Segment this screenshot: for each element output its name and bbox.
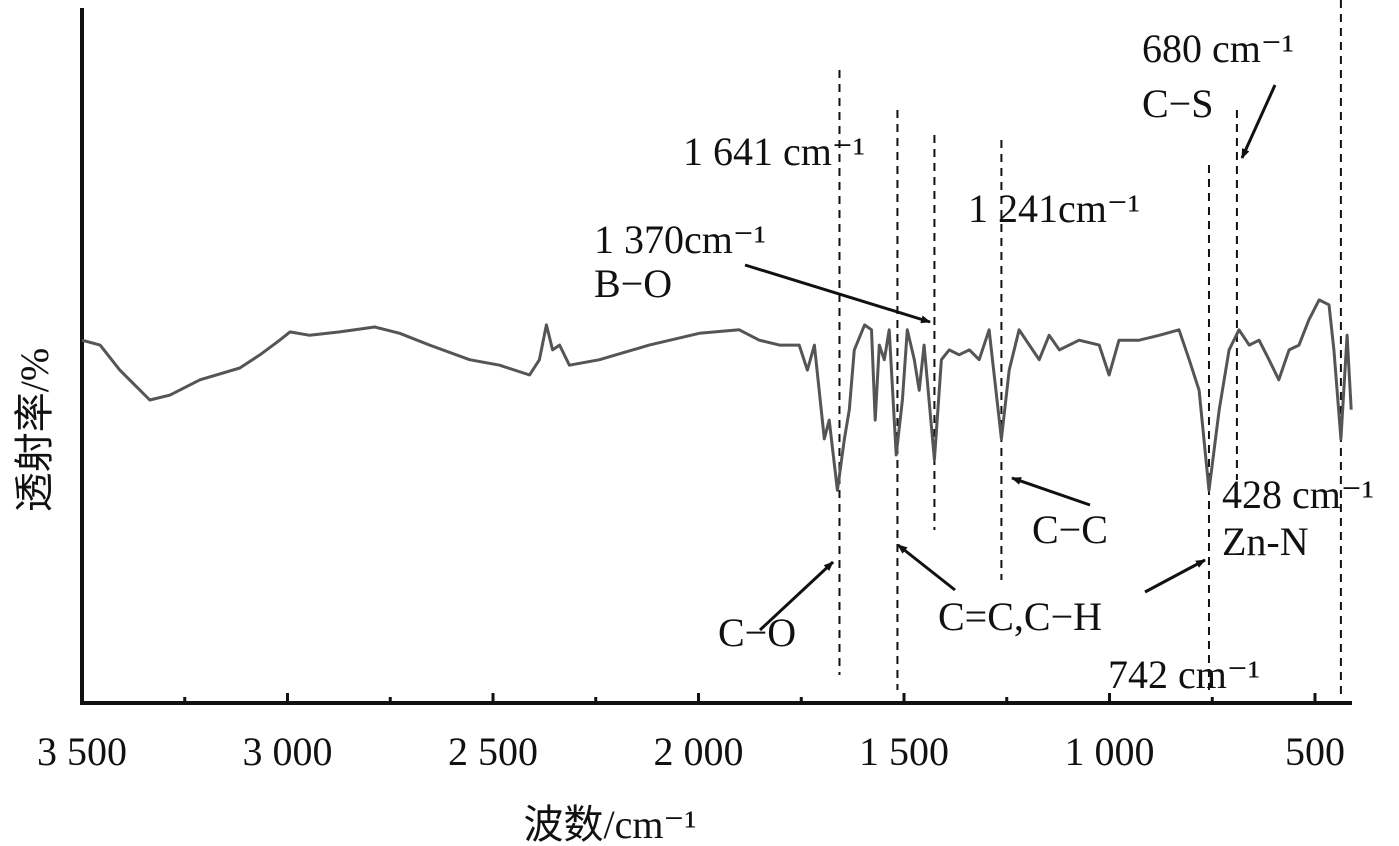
annotation: C−O <box>718 610 796 655</box>
annotation: 680 cm⁻¹ <box>1142 26 1294 71</box>
annotation: B−O <box>594 261 672 306</box>
arrows <box>744 84 1277 632</box>
arrow <box>744 263 931 324</box>
arrow <box>1144 558 1206 594</box>
arrow <box>758 560 835 632</box>
x-tick-label: 1 000 <box>1065 729 1155 774</box>
spectrum-line <box>81 298 1353 492</box>
x-tick-label: 2 500 <box>448 729 538 774</box>
y-axis-label: 透射率/% <box>12 348 57 512</box>
x-tick-label: 3 500 <box>37 729 127 774</box>
x-tick-label: 2 000 <box>654 729 744 774</box>
arrow <box>1240 84 1277 159</box>
annotation: 1 641 cm⁻¹ <box>683 129 865 174</box>
annotation: C−C <box>1032 507 1108 552</box>
annotation: 742 cm⁻¹ <box>1108 652 1260 697</box>
x-tick-label: 1 500 <box>859 729 949 774</box>
arrow <box>897 543 956 592</box>
annotation: Zn-N <box>1222 519 1309 564</box>
x-tick-label: 3 000 <box>243 729 333 774</box>
annotation: C=C,C−H <box>938 594 1102 639</box>
x-axis-label: 波数/cm⁻¹ <box>523 802 696 846</box>
annotation: 1 370cm⁻¹ <box>594 217 766 262</box>
annotation: 1 241cm⁻¹ <box>968 186 1140 231</box>
x-tick-label: 500 <box>1285 729 1345 774</box>
annotation: C−S <box>1142 81 1213 126</box>
annotation: 428 cm⁻¹ <box>1222 472 1374 517</box>
arrow <box>1011 476 1091 507</box>
